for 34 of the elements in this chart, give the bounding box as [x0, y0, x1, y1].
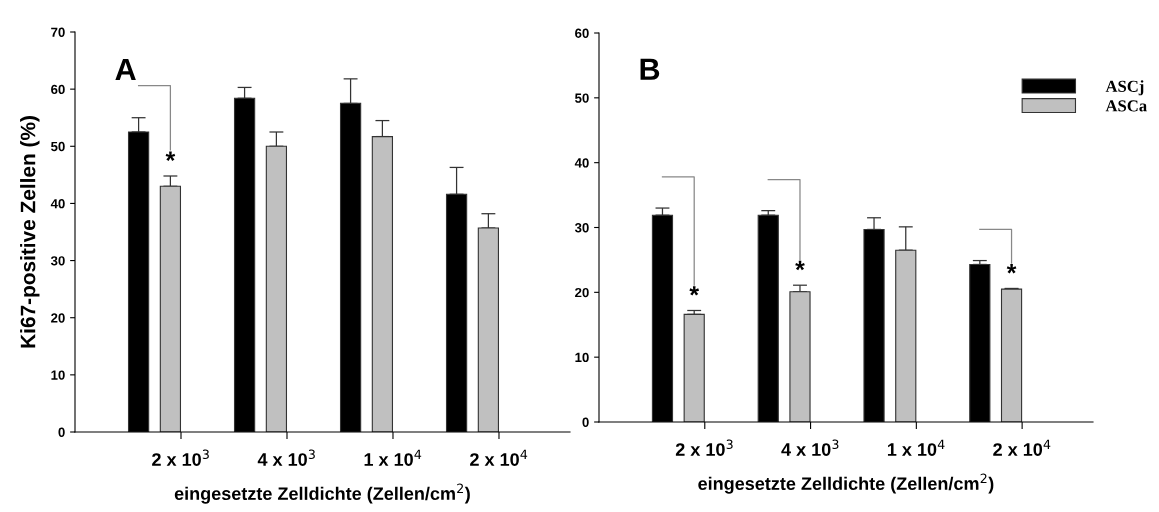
- x-tick-label: 2 x 10$^{3}$: [675, 439, 733, 456]
- y-tick-label: 70: [51, 27, 65, 37]
- y-tick-label: 50: [51, 141, 65, 152]
- y-tick-label: 40: [574, 158, 589, 168]
- x-tick-label: 2 x 10$^{4}$: [993, 439, 1051, 456]
- y-tick-label: 10: [575, 352, 589, 363]
- y-tick-label: 50: [575, 93, 589, 103]
- y-tick-label: 30: [574, 223, 589, 233]
- y-tick-label: 20: [51, 313, 65, 323]
- y-tick-label: 0: [582, 417, 589, 427]
- legend-label: ASCa: [1105, 100, 1147, 112]
- annotation: *: [165, 151, 176, 161]
- y-tick-label: 20: [575, 287, 589, 298]
- y-tick-label: 60: [51, 84, 65, 95]
- x-tick-label: 4 x 10$^{3}$: [781, 439, 839, 456]
- annotation: *: [795, 260, 805, 271]
- y-tick-label: 10: [51, 370, 65, 380]
- x-axis-title: eingesetzte Zelldichte (Zellen/cm$^{2}$): [698, 473, 994, 494]
- x-tick-label: 4 x 10$^{3}$: [257, 449, 315, 466]
- annotation: *: [1006, 264, 1017, 274]
- y-tick-label: 30: [50, 256, 65, 266]
- x-tick-label: 1 x 10$^{4}$: [364, 449, 422, 466]
- y-axis-title: Ki67-positive Zellen (%): [20, 116, 40, 348]
- x-tick-label: 1 x 10$^{4}$: [887, 439, 945, 456]
- x-tick-label: 2 x 10$^{3}$: [152, 449, 209, 466]
- annotation: *: [689, 286, 700, 296]
- x-tick-label: 2 x 10$^{4}$: [470, 449, 528, 466]
- text: A: [115, 58, 136, 80]
- y-tick-label: 60: [575, 28, 589, 38]
- legend-label: ASCj: [1105, 80, 1144, 96]
- y-tick-label: 40: [50, 199, 65, 209]
- y-tick-label: 0: [58, 427, 65, 437]
- x-axis-title: eingesetzte Zelldichte (Zellen/cm$^{2}$): [174, 483, 470, 504]
- text: B: [640, 58, 660, 80]
